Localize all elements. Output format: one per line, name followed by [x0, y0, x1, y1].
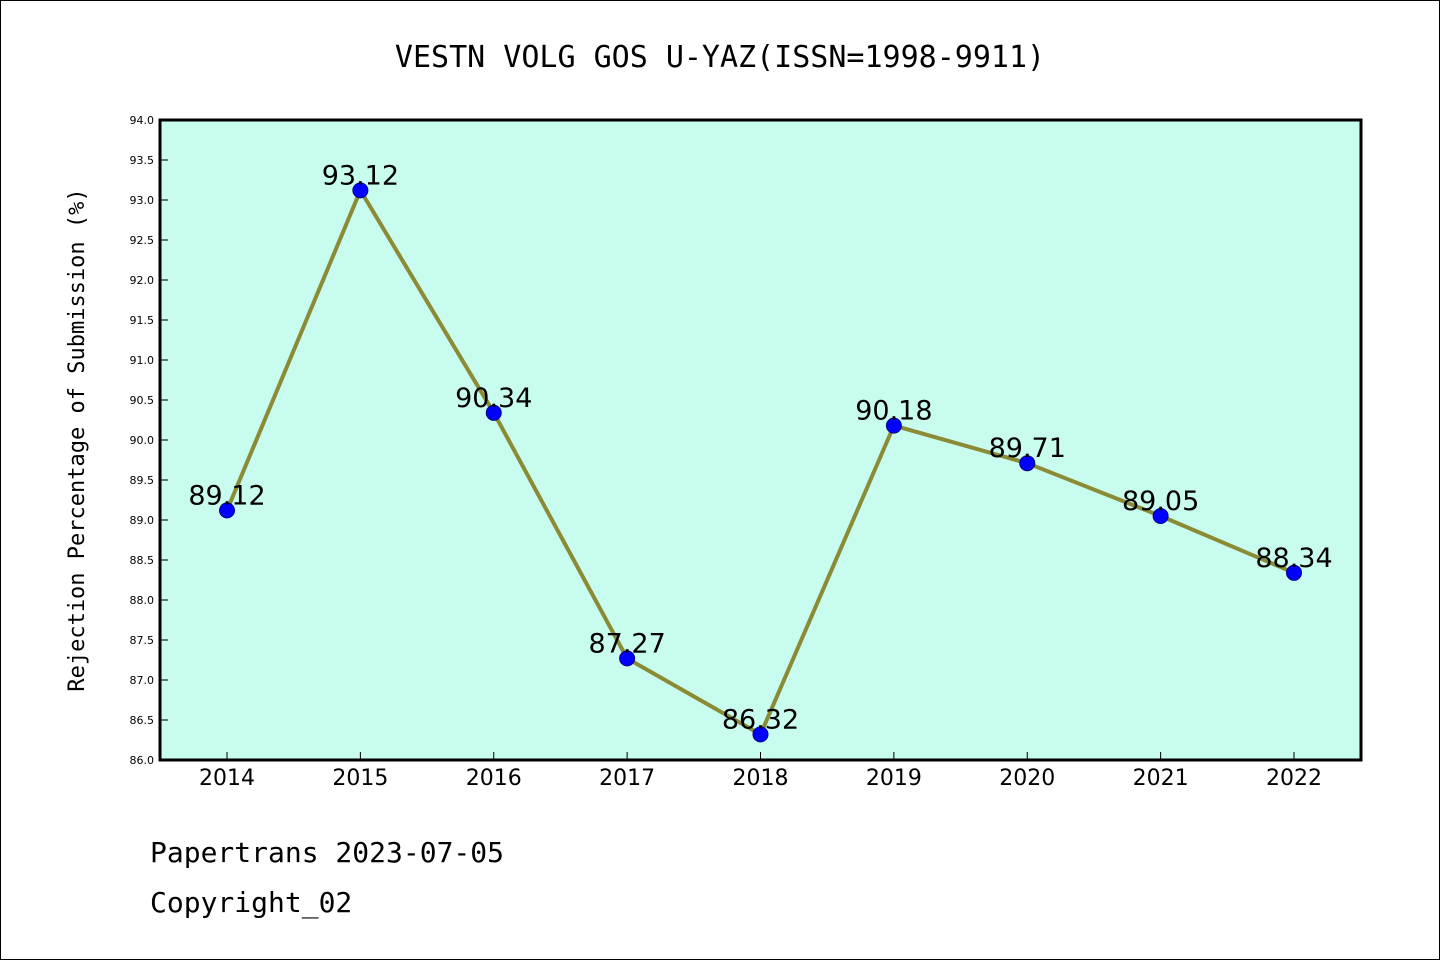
- y-tick-label: 91.5: [130, 314, 155, 327]
- data-point: [619, 650, 636, 667]
- data-label: 89.12: [188, 480, 265, 511]
- data-point: [219, 502, 235, 519]
- data-label: 86.32: [722, 704, 799, 735]
- data-label: 89.71: [989, 433, 1066, 464]
- x-tick-label: 2015: [332, 766, 388, 791]
- data-point: [1019, 455, 1036, 472]
- footer-copyright: Copyright_02: [150, 886, 353, 919]
- y-axis: 86.0 86.5 87.0 87.5 88.0 88.5 89.0 89.5 90.0 90.5…: [130, 114, 168, 767]
- y-tick-label: 86.5: [130, 714, 155, 727]
- y-tick-label: 92.5: [130, 234, 155, 247]
- x-tick-label: 2020: [999, 766, 1055, 791]
- x-tick-label: 2014: [199, 766, 255, 791]
- x-tick-label: 2017: [599, 766, 655, 791]
- data-point: [485, 404, 502, 421]
- y-axis-label: Rejection Percentage of Submission (%): [65, 188, 90, 691]
- y-tick-label: 88.5: [130, 554, 155, 567]
- y-tick-label: 86.0: [130, 754, 155, 767]
- y-tick-label: 90.0: [130, 434, 155, 447]
- series-group: 89.12 93.12 90.34 87.27 86.32 90.18 89.71 89.05…: [188, 160, 1333, 743]
- y-tick-label: 93.5: [130, 154, 155, 167]
- data-point: [752, 726, 769, 743]
- x-tick-label: 2018: [733, 766, 789, 791]
- y-tick-label: 87.0: [130, 674, 155, 687]
- data-label: 88.34: [1255, 543, 1332, 574]
- data-point: [1152, 508, 1169, 524]
- y-tick-label: 90.5: [130, 394, 155, 407]
- data-label: 89.05: [1122, 486, 1199, 517]
- data-point: [885, 417, 902, 434]
- footer-source: Papertrans 2023-07-05: [150, 836, 505, 869]
- x-tick-label: 2022: [1266, 766, 1322, 791]
- y-tick-label: 94.0: [130, 114, 155, 127]
- y-tick-label: 89.5: [130, 474, 155, 487]
- data-point: [1286, 564, 1302, 581]
- x-axis: 2014 2015 2016 2017 2018 2019 2020 2021 2022: [199, 752, 1322, 791]
- y-tick-label: 87.5: [130, 634, 155, 647]
- data-label: 93.12: [322, 160, 399, 191]
- chart-title: VESTN VOLG GOS U-YAZ(ISSN=1998-9911): [395, 40, 1045, 75]
- y-tick-label: 92.0: [130, 274, 155, 287]
- x-tick-label: 2019: [866, 766, 922, 791]
- y-tick-label: 93.0: [130, 194, 155, 207]
- data-label: 87.27: [588, 628, 665, 659]
- data-label: 90.18: [855, 396, 932, 427]
- x-tick-label: 2021: [1133, 766, 1189, 791]
- y-tick-label: 88.0: [130, 594, 155, 607]
- data-point: [352, 182, 369, 199]
- y-tick-label: 89.0: [130, 514, 155, 527]
- data-label: 90.34: [455, 383, 532, 414]
- plot-area: [158, 118, 1363, 762]
- x-tick-label: 2016: [466, 766, 522, 791]
- y-tick-label: 91.0: [130, 354, 155, 367]
